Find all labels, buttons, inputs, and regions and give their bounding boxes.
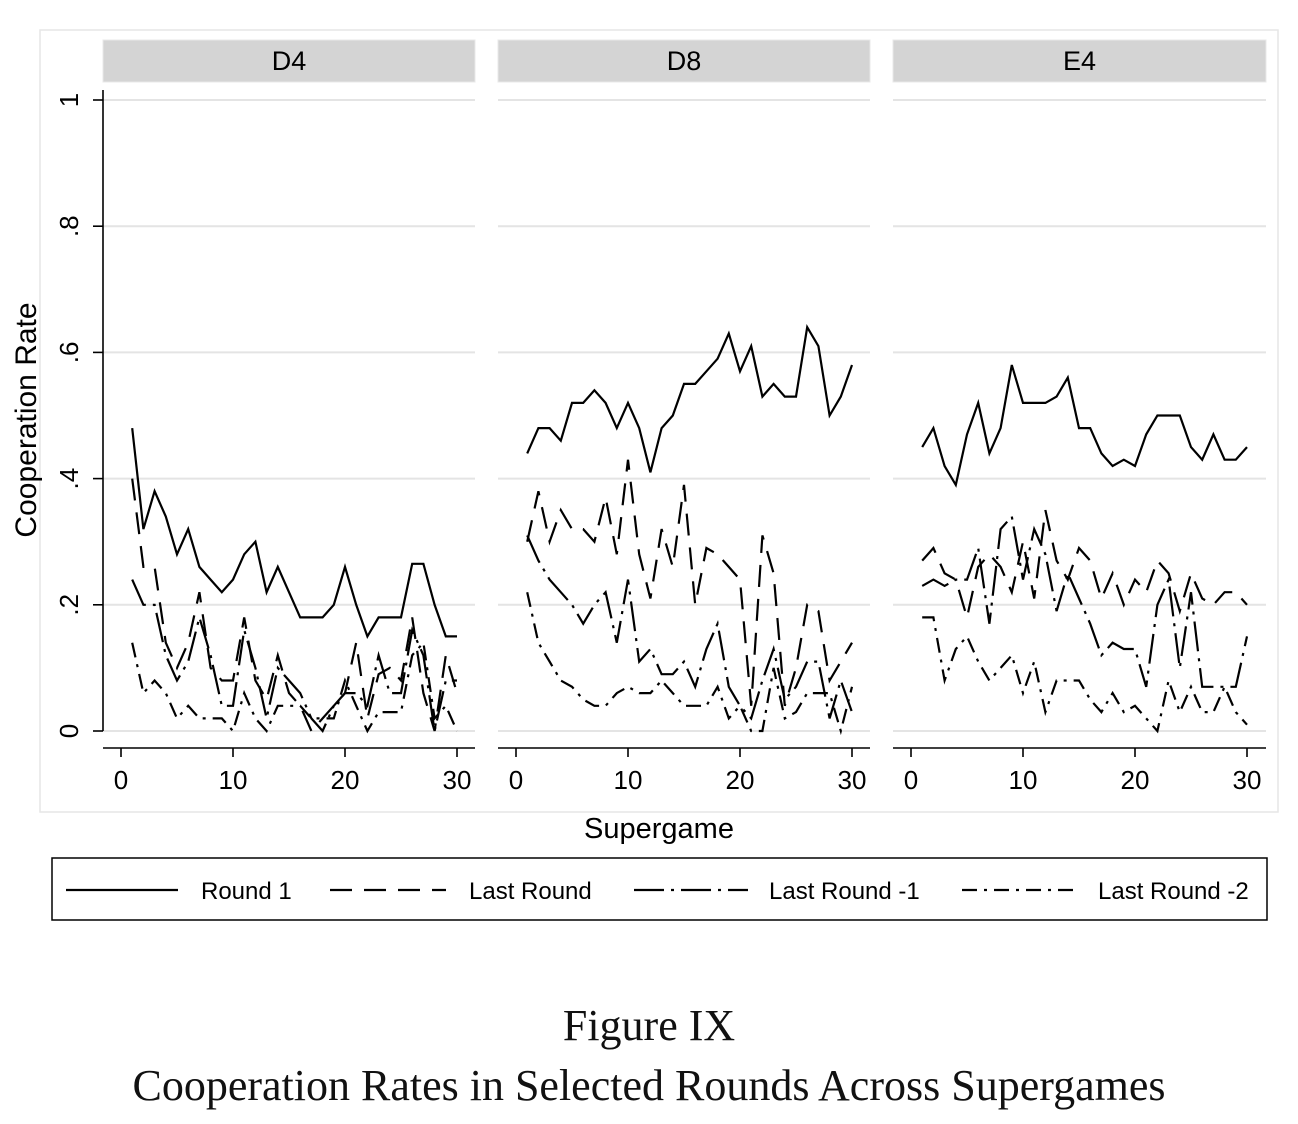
x-tick-label: 10 — [614, 765, 643, 795]
y-tick-label: .2 — [54, 594, 84, 616]
legend-label: Last Round -2 — [1098, 878, 1249, 905]
legend-item: Last Round -2 — [962, 878, 1249, 905]
legend-item: Last Round -1 — [634, 878, 920, 905]
y-tick-label: .8 — [54, 215, 84, 237]
x-tick-label: 10 — [219, 765, 248, 795]
chart-panels: D4 0 10 20 30 D8 0 10 20 30 E4 0 10 20 30 — [102, 39, 1267, 795]
series-line-round-1 — [131, 427, 457, 639]
y-tick-label: .4 — [54, 468, 84, 490]
x-tick-label: 20 — [1121, 765, 1150, 795]
figure-number: Figure IX — [562, 1001, 736, 1050]
series-line-last-round-1 — [131, 579, 457, 734]
legend-label: Last Round — [469, 878, 592, 905]
legend: Round 1 Last Round Last Round -1 Last Round… — [51, 857, 1268, 921]
x-tick-label: 20 — [331, 765, 360, 795]
panel-header — [102, 39, 476, 83]
x-tick-label: 30 — [838, 765, 867, 795]
legend-item: Last Round — [330, 878, 592, 905]
series-line-last-round — [921, 509, 1248, 622]
panel-title: D8 — [667, 46, 702, 76]
panel-d8: D8 0 10 20 30 — [497, 39, 871, 795]
y-tick-label: .6 — [54, 342, 84, 364]
legend-label: Last Round -1 — [769, 878, 920, 905]
x-tick-label: 0 — [904, 765, 918, 795]
x-tick-label: 10 — [1009, 765, 1038, 795]
x-tick-label: 0 — [509, 765, 523, 795]
legend-item: Round 1 — [66, 878, 292, 905]
x-tick-label: 30 — [1233, 765, 1262, 795]
x-tick-label: 0 — [114, 765, 128, 795]
legend-label: Round 1 — [201, 878, 292, 905]
series-line-round-1 — [526, 324, 854, 473]
panel-header — [892, 39, 1267, 83]
panel-e4: E4 0 10 20 30 — [892, 39, 1267, 795]
series-line-last-round — [526, 459, 853, 707]
x-axis-label: Supergame — [584, 813, 734, 845]
series-line-last-round — [131, 478, 459, 734]
figure-title: Cooperation Rates in Selected Rounds Acr… — [132, 1061, 1166, 1110]
panel-d4: D4 0 10 20 30 — [102, 39, 476, 795]
series-line-last-round-2 — [526, 591, 854, 736]
y-tick-label: 1 — [54, 93, 84, 107]
x-tick-label: 20 — [726, 765, 755, 795]
plot-region-background — [39, 29, 1279, 813]
panel-header — [497, 39, 871, 83]
y-axis: 0 .2 .4 .6 .8 1 — [54, 90, 104, 738]
y-tick-label: 0 — [54, 724, 84, 738]
panel-title: D4 — [272, 46, 307, 76]
series-line-last-round-1 — [526, 534, 854, 721]
series-line-round-1 — [921, 364, 1248, 488]
panel-title: E4 — [1063, 46, 1096, 76]
y-axis-label: Cooperation Rate — [10, 302, 43, 537]
x-tick-label: 30 — [443, 765, 472, 795]
